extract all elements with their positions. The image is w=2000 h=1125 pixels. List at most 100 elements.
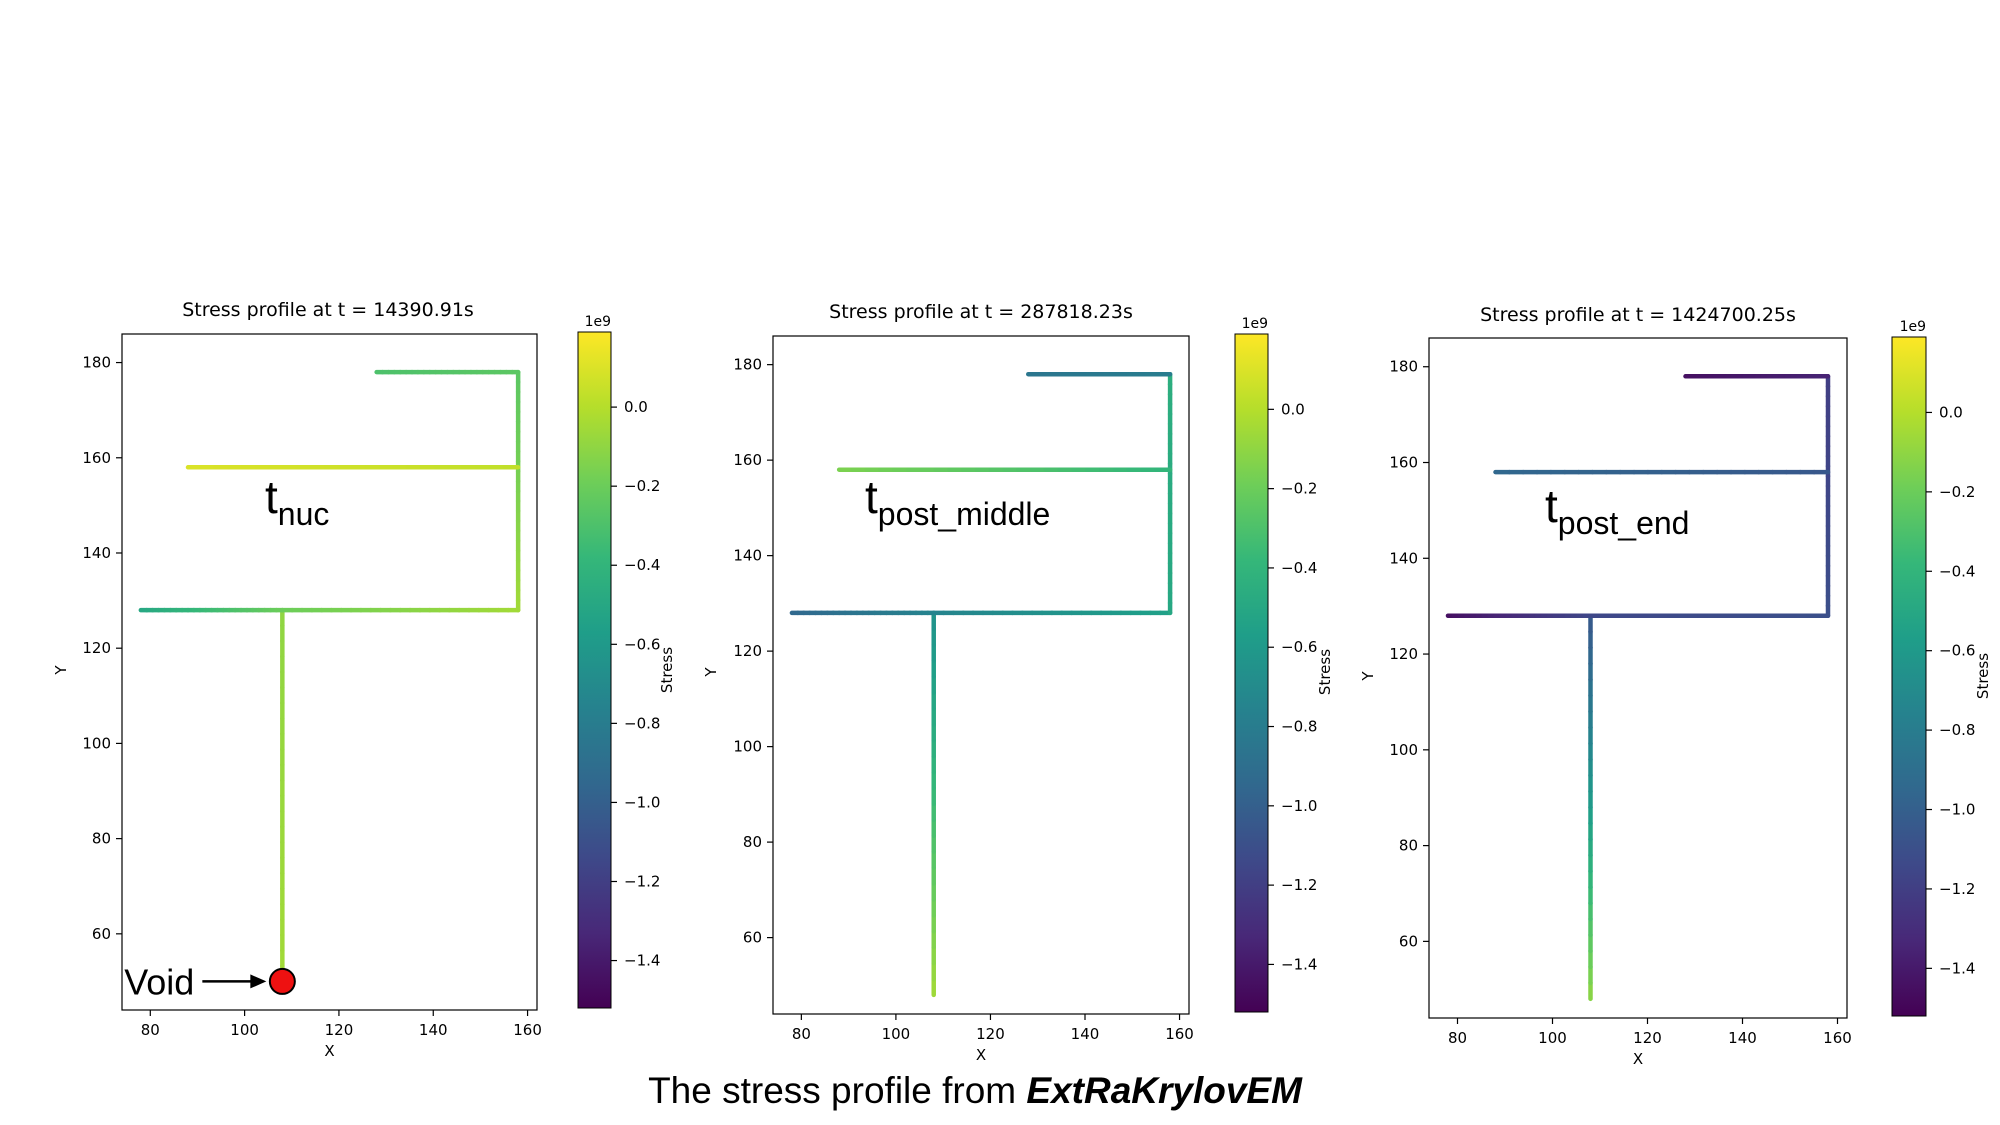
colorbar-tick-label: −0.6 (624, 635, 660, 653)
colorbar-tick-label: −0.2 (1939, 483, 1975, 501)
y-tick-label: 120 (733, 642, 762, 660)
colorbar-tick-label: −0.8 (624, 714, 660, 732)
x-tick-label: 100 (882, 1025, 911, 1043)
colorbar-tick-label: −0.4 (624, 556, 660, 574)
y-tick-label: 160 (733, 451, 762, 469)
colorbar-exponent: 1e9 (585, 314, 611, 330)
plot-area-frame (1428, 337, 1848, 1019)
y-tick-label: 100 (733, 738, 762, 756)
x-axis-label: X (324, 1042, 334, 1060)
colorbar-tick-label: 0.0 (1939, 403, 1963, 421)
y-tick-label: 160 (82, 449, 111, 467)
colorbar (1234, 333, 1269, 1013)
x-tick-label: 80 (1448, 1029, 1467, 1047)
y-tick-label: 180 (82, 354, 111, 372)
y-tick-label: 60 (743, 929, 762, 947)
y-tick-label: 80 (1399, 837, 1418, 855)
y-tick-label: 100 (1389, 741, 1418, 759)
chart-panel-3: Stress profile at t = 1424700.25s 80 100 12… (1359, 304, 1992, 1068)
y-axis-label: Y (52, 665, 70, 676)
y-tick-label: 100 (82, 734, 111, 752)
colorbar-tick-label: −0.8 (1939, 721, 1975, 739)
colorbar-tick-label: −1.2 (1939, 880, 1975, 898)
colorbar-tick-label: 0.0 (624, 398, 648, 416)
y-tick-label: 140 (733, 547, 762, 565)
x-tick-label: 120 (1633, 1029, 1662, 1047)
colorbar-tick-label: −1.4 (1939, 959, 1975, 977)
void-arrow-head (250, 974, 267, 989)
colorbar-tick-label: −0.2 (1281, 480, 1317, 498)
x-tick-label: 120 (976, 1025, 1005, 1043)
y-tick-label: 80 (92, 830, 111, 848)
y-tick-label: 180 (733, 356, 762, 374)
x-tick-label: 160 (513, 1021, 542, 1039)
colorbar-exponent: 1e9 (1242, 316, 1268, 332)
chart-title: Stress profile at t = 287818.23s (829, 301, 1133, 323)
x-tick-label: 100 (1538, 1029, 1567, 1047)
colorbar (577, 331, 612, 1009)
colorbar-tick-label: −0.6 (1939, 642, 1975, 660)
x-tick-label: 160 (1165, 1025, 1194, 1043)
chart-title: Stress profile at t = 14390.91s (182, 299, 474, 321)
y-tick-label: 160 (1389, 454, 1418, 472)
caption-method-name: ExtRaKrylovEM (1026, 1070, 1302, 1111)
y-axis-label: Y (1359, 671, 1377, 682)
y-tick-label: 120 (1389, 645, 1418, 663)
colorbar-tick-label: 0.0 (1281, 400, 1305, 418)
void-label: Void (124, 961, 194, 1002)
colorbar-tick-label: −1.0 (1939, 801, 1975, 819)
time-annotation-main: t (1545, 480, 1558, 532)
colorbar-tick-label: −1.2 (1281, 876, 1317, 894)
time-annotation-subscript: nuc (278, 496, 330, 532)
colorbar-label: Stress (1974, 653, 1992, 699)
y-tick-label: 140 (1389, 549, 1418, 567)
chart-panel-2: Stress profile at t = 287818.23s 80 100 120… (702, 301, 1334, 1064)
colorbar-tick-label: −1.0 (624, 793, 660, 811)
colorbar-tick-label: −1.4 (624, 952, 660, 970)
time-annotation: tnuc (265, 471, 329, 532)
chart-title: Stress profile at t = 1424700.25s (1480, 304, 1796, 326)
x-tick-label: 140 (419, 1021, 448, 1039)
colorbar-tick-label: −0.2 (624, 477, 660, 495)
x-tick-label: 80 (141, 1021, 160, 1039)
x-tick-label: 140 (1728, 1029, 1757, 1047)
time-annotation-main: t (865, 471, 878, 523)
y-tick-label: 80 (743, 833, 762, 851)
x-axis-label: X (976, 1046, 986, 1064)
time-annotation: tpost_middle (865, 471, 1050, 532)
x-tick-label: 120 (325, 1021, 354, 1039)
time-annotation-main: t (265, 471, 278, 523)
void-marker (268, 967, 296, 995)
colorbar-tick-label: −1.0 (1281, 797, 1317, 815)
y-axis-label: Y (702, 667, 720, 678)
colorbar-tick-label: −1.2 (624, 872, 660, 890)
colorbar-exponent: 1e9 (1900, 319, 1926, 335)
caption-text: The stress profile from (648, 1070, 1027, 1111)
y-tick-label: 120 (82, 639, 111, 657)
x-tick-label: 160 (1823, 1029, 1852, 1047)
figure-caption: The stress profile from ExtRaKrylovEM (0, 1070, 1950, 1112)
colorbar-label: Stress (1316, 649, 1334, 695)
colorbar-tick-label: −0.8 (1281, 718, 1317, 736)
time-annotation: tpost_end (1545, 480, 1689, 541)
x-axis-label: X (1633, 1050, 1643, 1068)
chart-panel-1: Stress profile at t = 14390.91s 80 100 120 1… (52, 299, 676, 1060)
plot-area-frame (772, 335, 1190, 1015)
plot-area-frame (121, 333, 538, 1011)
y-tick-label: 60 (1399, 932, 1418, 950)
x-tick-label: 140 (1071, 1025, 1100, 1043)
colorbar-tick-label: −0.4 (1281, 559, 1317, 577)
colorbar-tick-label: −0.4 (1939, 562, 1975, 580)
colorbar-label: Stress (658, 647, 676, 693)
y-tick-label: 140 (82, 544, 111, 562)
colorbar-tick-label: −1.4 (1281, 955, 1317, 973)
x-tick-label: 80 (792, 1025, 811, 1043)
x-tick-label: 100 (230, 1021, 259, 1039)
colorbar (1891, 336, 1927, 1017)
time-annotation-subscript: post_middle (878, 496, 1051, 532)
y-tick-label: 60 (92, 925, 111, 943)
y-tick-label: 180 (1389, 358, 1418, 376)
colorbar-tick-label: −0.6 (1281, 638, 1317, 656)
time-annotation-subscript: post_end (1558, 505, 1690, 541)
